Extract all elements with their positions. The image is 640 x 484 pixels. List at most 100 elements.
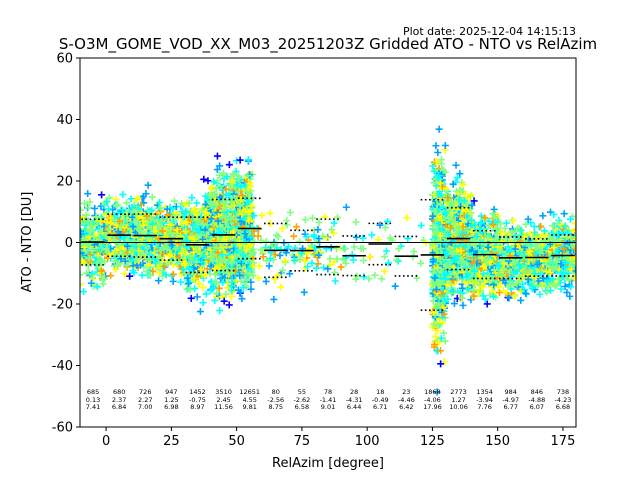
bin-stat-std: 7.00 [138, 403, 152, 411]
data-point [331, 220, 338, 227]
data-point [366, 253, 373, 260]
data-point [226, 161, 233, 168]
data-point [302, 216, 309, 223]
bin-stat-std: 9.81 [242, 403, 256, 411]
data-point [309, 215, 316, 222]
data-point [279, 225, 286, 232]
data-point [381, 268, 388, 275]
data-point [371, 272, 378, 279]
data-point [119, 191, 126, 198]
data-point [392, 283, 399, 290]
data-point [128, 195, 135, 202]
bin-stat-count: 1452 [189, 388, 206, 396]
data-point [491, 206, 498, 213]
data-point [194, 293, 201, 300]
data-point [270, 296, 277, 303]
data-point [263, 238, 270, 245]
data-point [517, 297, 524, 304]
data-point [98, 191, 105, 198]
data-point [77, 207, 84, 214]
data-point [263, 278, 270, 285]
data-point [403, 214, 410, 221]
data-point [434, 149, 441, 156]
data-point [214, 153, 221, 160]
bin-stat-std: 6.44 [347, 403, 361, 411]
data-point [193, 200, 200, 207]
data-point [342, 245, 349, 252]
data-point [284, 221, 291, 228]
data-point [191, 285, 198, 292]
data-point [343, 204, 350, 211]
data-point [368, 231, 375, 238]
data-point [256, 263, 263, 270]
bin-stat-std: 6.84 [112, 403, 126, 411]
data-point [314, 226, 321, 233]
data-point [203, 290, 210, 297]
bin-stat-count: 685 [87, 388, 99, 396]
data-point [308, 260, 315, 267]
data-point [352, 219, 359, 226]
data-point [266, 210, 273, 217]
data-point [107, 272, 114, 279]
data-point [561, 210, 568, 217]
data-point [509, 217, 516, 224]
data-point [229, 288, 236, 295]
bin-stat-std: 6.71 [373, 403, 387, 411]
data-point [145, 182, 152, 189]
bin-stat-std: 6.98 [164, 403, 178, 411]
data-point [290, 233, 297, 240]
bin-stat-std: 9.01 [321, 403, 335, 411]
chart-title: S-O3M_GOME_VOD_XX_M03_20251203Z Gridded … [59, 35, 597, 54]
data-point [320, 264, 327, 271]
data-point [453, 162, 460, 169]
data-point [417, 260, 424, 267]
data-point [360, 257, 367, 264]
data-point [418, 222, 425, 229]
data-point [350, 256, 357, 263]
bin-stat-count: 726 [139, 388, 151, 396]
data-point [139, 272, 146, 279]
data-point [149, 194, 156, 201]
bin-stat-count: 80 [272, 388, 280, 396]
data-point [328, 244, 335, 251]
data-point [277, 283, 284, 290]
data-point [216, 307, 223, 314]
data-point [210, 178, 217, 185]
bin-stat-std: 7.41 [86, 403, 100, 411]
data-point [91, 205, 98, 212]
data-point [349, 251, 356, 258]
data-point [331, 269, 338, 276]
data-point [332, 278, 339, 285]
data-point [200, 299, 207, 306]
bin-stats: 6850.137.416802.376.847262.277.009471.25… [86, 388, 572, 411]
data-point [296, 238, 303, 245]
data-point [209, 184, 216, 191]
bin-stat-count: 18 [376, 388, 384, 396]
data-point [188, 295, 195, 302]
data-point [84, 190, 91, 197]
bin-stat-std: 6.58 [295, 403, 309, 411]
data-point [460, 302, 467, 309]
data-point [536, 291, 543, 298]
bin-stat-count: 680 [113, 388, 125, 396]
data-point [204, 177, 211, 184]
bin-stat-count: 947 [165, 388, 177, 396]
data-point [572, 220, 579, 227]
bin-stat-count: 12651 [239, 388, 260, 396]
data-point [338, 264, 345, 271]
data-point [259, 212, 266, 219]
bin-stat-std: 11.56 [214, 403, 233, 411]
data-point [385, 260, 392, 267]
bin-stat-std: 8.97 [190, 403, 204, 411]
data-point [238, 278, 245, 285]
data-point [276, 252, 283, 259]
bin-stat-count: 28 [350, 388, 358, 396]
data-point [170, 278, 177, 285]
data-point [80, 288, 87, 295]
data-point [531, 223, 538, 230]
data-point [353, 234, 360, 241]
data-point [393, 256, 400, 263]
scatter-points [77, 126, 580, 396]
data-point [245, 156, 252, 163]
